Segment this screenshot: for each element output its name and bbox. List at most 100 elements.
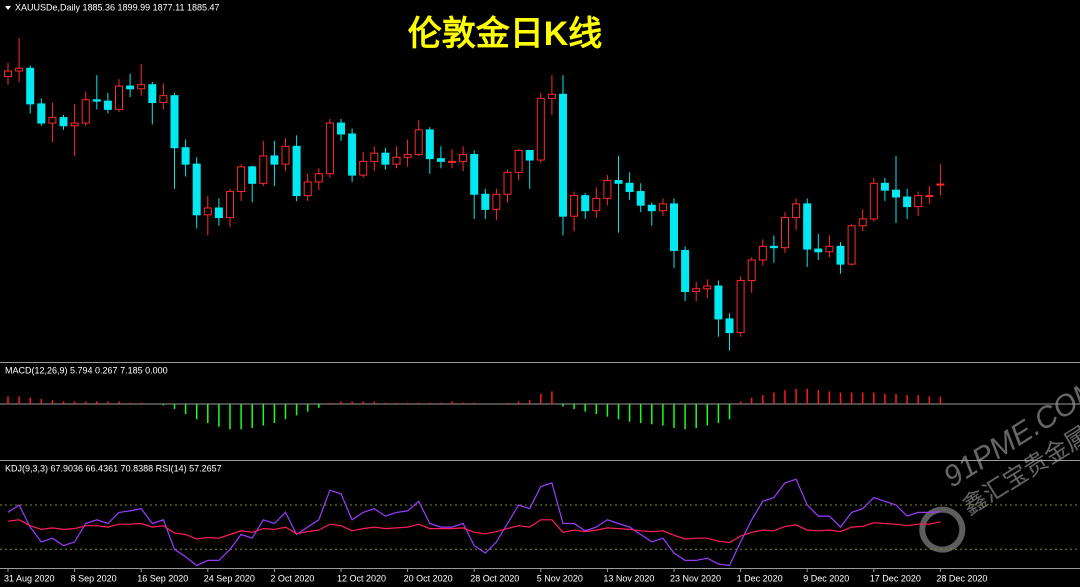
candle-body	[281, 145, 290, 165]
candle-body	[237, 166, 246, 193]
candle-body	[337, 122, 345, 135]
candle-body	[448, 160, 456, 163]
x-tick-label: 28 Oct 2020	[470, 573, 519, 583]
candle-body	[681, 249, 690, 293]
candle-body	[858, 218, 867, 227]
candle-body	[592, 197, 601, 212]
candle-body	[325, 122, 334, 175]
chart-title: 伦敦金日K线	[408, 14, 603, 53]
x-tick-label: 2 Oct 2020	[270, 573, 314, 583]
candle-body	[825, 245, 834, 253]
candle-body	[903, 196, 912, 208]
candle-body	[203, 207, 212, 216]
candle-body	[636, 191, 645, 206]
candle-body	[226, 191, 234, 219]
candle-body	[381, 152, 390, 165]
candle-body	[403, 154, 412, 158]
symbol-header: XAUUSDe,Daily 1885.36 1899.99 1877.11 18…	[15, 2, 219, 12]
candle-body	[792, 203, 801, 219]
x-tick-label: 17 Dec 2020	[870, 573, 921, 583]
candle-body	[81, 99, 90, 124]
candle-body	[292, 145, 301, 197]
candle-body	[936, 183, 945, 186]
candle-body	[559, 93, 567, 217]
candle-body	[214, 207, 223, 219]
candle-body	[15, 67, 24, 72]
candle-body	[137, 84, 146, 90]
candle-body	[525, 149, 534, 161]
candle-body	[159, 95, 168, 104]
candle-body	[26, 67, 35, 105]
candle-body	[769, 245, 778, 249]
candle-body	[547, 93, 556, 99]
candle-body	[4, 70, 12, 77]
candle-body	[570, 195, 579, 217]
candle-body	[459, 154, 468, 162]
candle-body	[814, 248, 823, 253]
candle-body	[925, 195, 934, 198]
candle-body	[670, 203, 678, 251]
candle-body	[414, 129, 423, 156]
candle-body	[781, 217, 789, 249]
x-tick-label: 24 Sep 2020	[204, 573, 255, 583]
x-tick-label: 31 Aug 2020	[4, 573, 55, 583]
candle-body	[492, 193, 501, 210]
candle-body	[70, 122, 79, 127]
candle-body	[758, 245, 767, 261]
candle-body	[803, 203, 812, 250]
candle-body	[836, 245, 845, 265]
x-tick-label: 1 Dec 2020	[737, 573, 783, 583]
macd-header: MACD(12,26,9) 5.794 0.267 7.185 0.000	[5, 365, 168, 375]
candle-body	[270, 155, 279, 165]
candle-body	[392, 156, 401, 165]
x-tick-label: 5 Nov 2020	[537, 573, 583, 583]
candle-body	[514, 149, 523, 173]
candle-body	[92, 99, 101, 102]
candle-body	[192, 163, 201, 216]
candle-body	[503, 171, 512, 195]
x-tick-label: 28 Dec 2020	[936, 573, 987, 583]
candle-body	[170, 95, 179, 149]
indicator-line	[7, 478, 941, 567]
candle-body	[470, 154, 479, 195]
candle-body	[59, 117, 68, 127]
candle-body	[892, 189, 900, 198]
candle-body	[48, 117, 57, 124]
candle-body	[869, 182, 878, 220]
candle-body	[714, 285, 723, 320]
x-tick-label: 23 Nov 2020	[670, 573, 721, 583]
candle-body	[425, 129, 434, 160]
x-tick-label: 16 Sep 2020	[137, 573, 188, 583]
candle-body	[103, 100, 112, 110]
candle-body	[703, 285, 712, 290]
x-tick-label: 9 Dec 2020	[803, 573, 849, 583]
candle-body	[625, 182, 634, 193]
candle-body	[603, 180, 612, 199]
indicator-line	[7, 519, 941, 544]
candle-body	[248, 166, 257, 184]
candle-body	[736, 280, 745, 334]
menu-arrow	[5, 6, 11, 10]
candle-body	[536, 97, 545, 161]
candle-body	[303, 181, 312, 197]
candle-body	[581, 195, 590, 212]
candle-body	[725, 318, 734, 334]
candle-body	[314, 173, 323, 183]
candle-body	[37, 103, 46, 124]
candle-body	[481, 193, 490, 210]
candle-body	[658, 203, 667, 212]
x-tick-label: 20 Oct 2020	[404, 573, 453, 583]
candle-body	[436, 158, 445, 162]
candle-body	[914, 195, 923, 208]
candle-body	[181, 147, 190, 165]
candle-body	[692, 288, 701, 293]
x-tick-label: 12 Oct 2020	[337, 573, 386, 583]
candle-body	[148, 84, 157, 104]
x-tick-label: 8 Sep 2020	[71, 573, 117, 583]
candle-body	[747, 259, 756, 282]
candle-body	[359, 160, 368, 176]
candle-body	[259, 155, 268, 184]
